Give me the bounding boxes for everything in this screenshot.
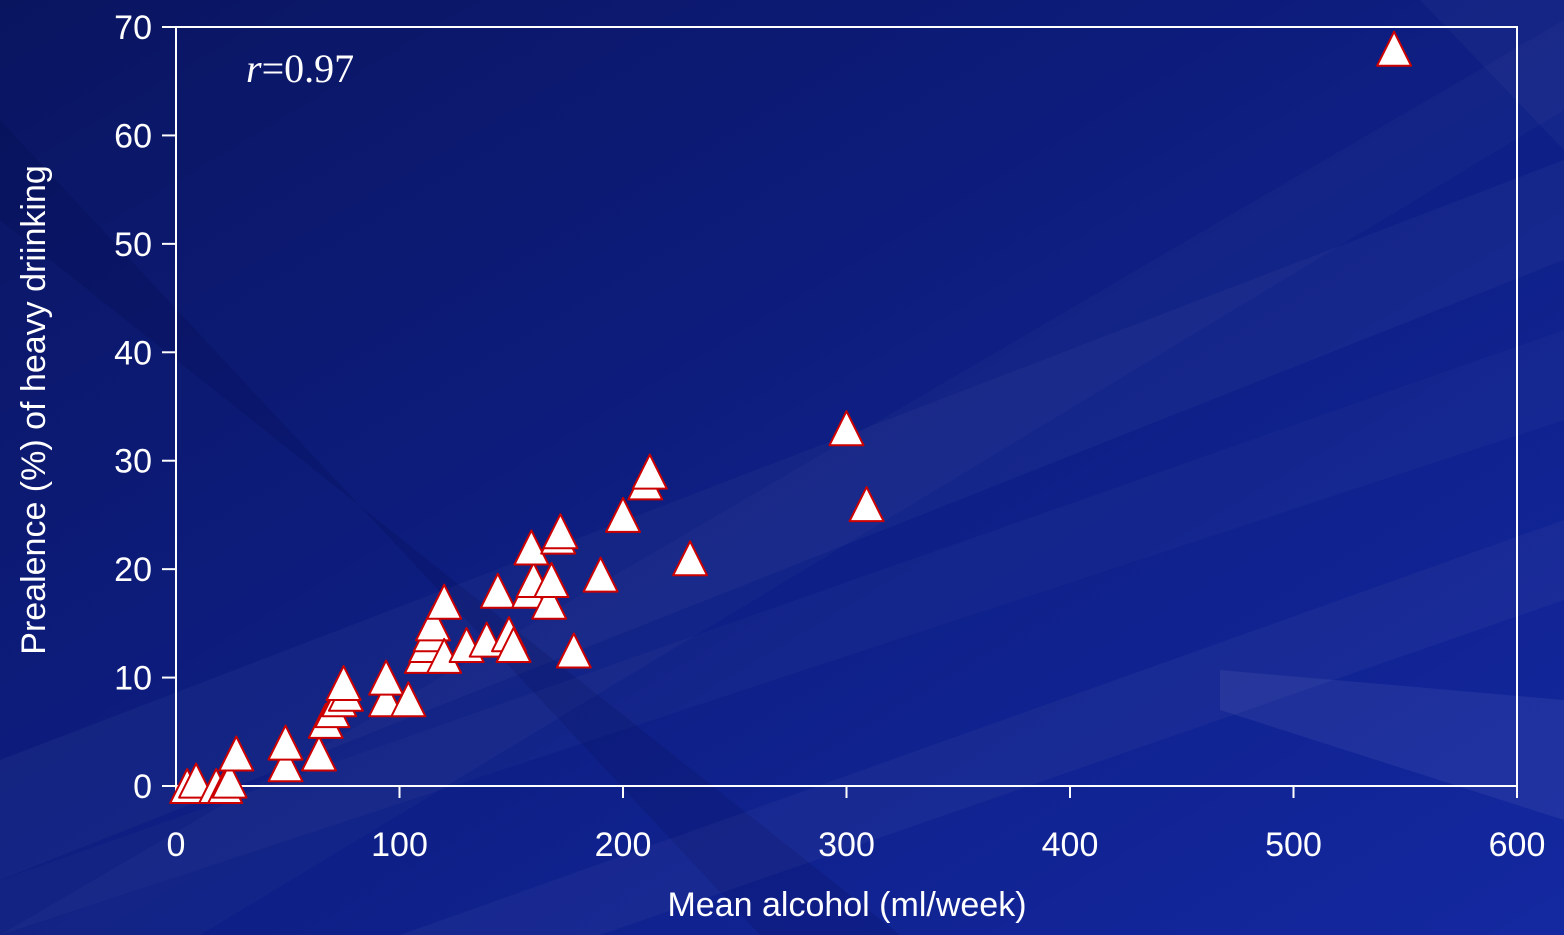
data-points <box>169 30 1413 804</box>
correlation-value: =0.97 <box>262 46 355 91</box>
data-point <box>533 562 570 598</box>
y-axis-title: Prealence (%) of heavy driinking <box>15 165 53 654</box>
data-point <box>267 724 304 761</box>
y-axis-ticks: 0 10 20 30 40 50 60 70 <box>114 9 176 806</box>
y-tick-label: 60 <box>114 117 152 155</box>
data-point <box>415 605 451 642</box>
data-point <box>542 513 579 550</box>
y-tick-label: 70 <box>114 9 152 47</box>
data-point <box>426 583 463 620</box>
data-point <box>218 735 255 772</box>
y-tick-label: 50 <box>114 226 152 264</box>
x-tick-label: 200 <box>595 826 652 864</box>
data-point <box>513 529 550 566</box>
x-tick-label: 500 <box>1265 826 1322 864</box>
data-point <box>390 681 427 718</box>
data-point <box>368 659 405 696</box>
y-tick-label: 20 <box>114 551 152 589</box>
x-tick-label: 600 <box>1489 826 1546 864</box>
plot-frame <box>175 26 1518 787</box>
x-tick-label: 400 <box>1042 826 1099 864</box>
y-tick-label: 0 <box>133 768 152 806</box>
data-point <box>267 746 304 783</box>
data-point <box>495 627 532 663</box>
correlation-symbol: r <box>246 46 262 91</box>
data-point <box>605 496 641 533</box>
y-tick-label: 30 <box>114 443 152 481</box>
data-point <box>479 572 516 609</box>
x-tick-label: 0 <box>167 826 186 864</box>
axes <box>175 26 1518 787</box>
y-tick-label: 10 <box>114 660 152 698</box>
data-point <box>582 556 619 593</box>
correlation-annotation: r=0.97 <box>246 46 354 91</box>
data-point <box>848 486 885 523</box>
data-point <box>672 540 709 577</box>
x-tick-label: 300 <box>818 826 875 864</box>
data-point <box>301 735 337 772</box>
data-point <box>211 762 248 799</box>
data-point <box>178 762 215 799</box>
data-point <box>1376 30 1413 67</box>
data-point <box>325 665 362 701</box>
data-point <box>531 583 568 620</box>
data-point <box>631 453 668 490</box>
data-point <box>555 632 592 669</box>
x-axis-title: Mean alcohol (ml/week) <box>667 886 1026 924</box>
data-point <box>828 410 865 447</box>
y-tick-label: 40 <box>114 334 152 372</box>
x-tick-label: 100 <box>371 826 428 864</box>
x-axis-ticks: 0 100 200 300 400 500 600 <box>167 786 1546 864</box>
